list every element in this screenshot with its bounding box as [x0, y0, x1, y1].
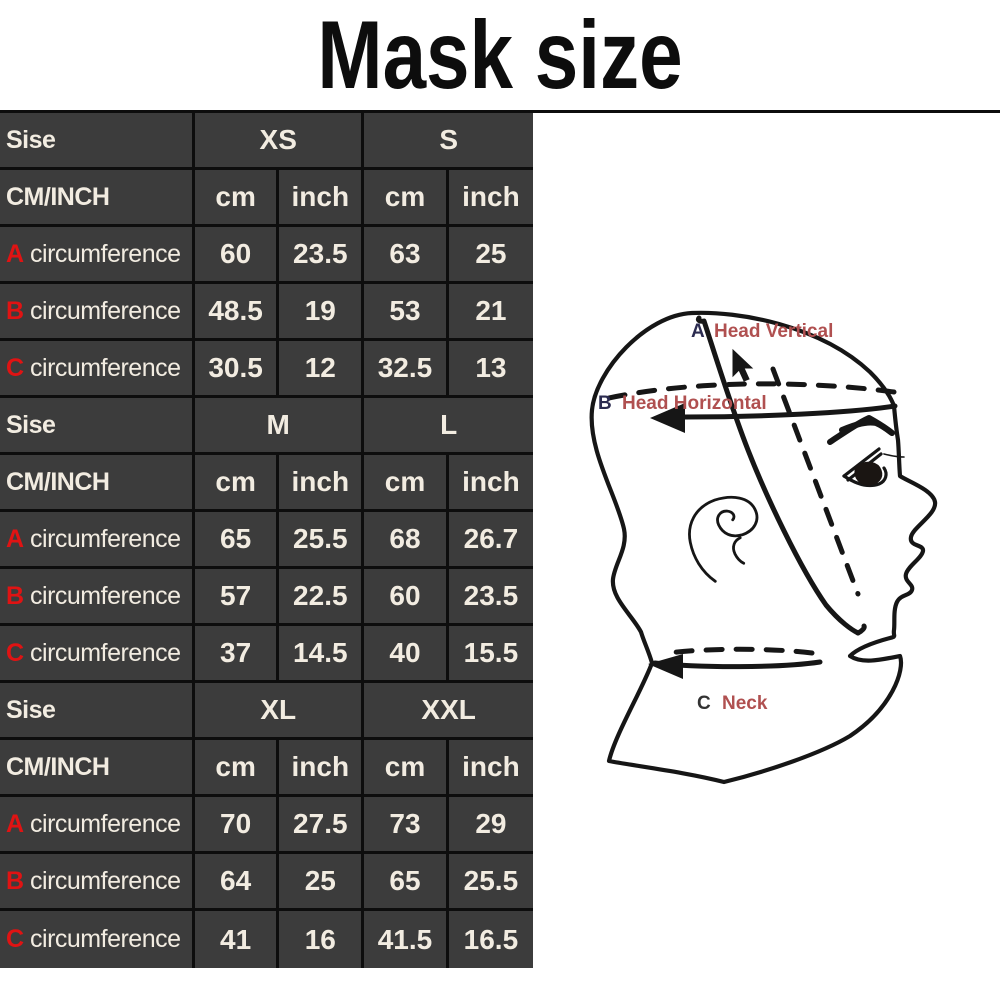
svg-text:Head Vertical: Head Vertical [714, 321, 833, 342]
svg-text:A: A [691, 321, 705, 342]
svg-text:Head Horizontal: Head Horizontal [622, 393, 767, 414]
svg-text:B: B [598, 393, 612, 414]
svg-text:C: C [697, 693, 711, 714]
svg-text:Neck: Neck [722, 693, 768, 714]
